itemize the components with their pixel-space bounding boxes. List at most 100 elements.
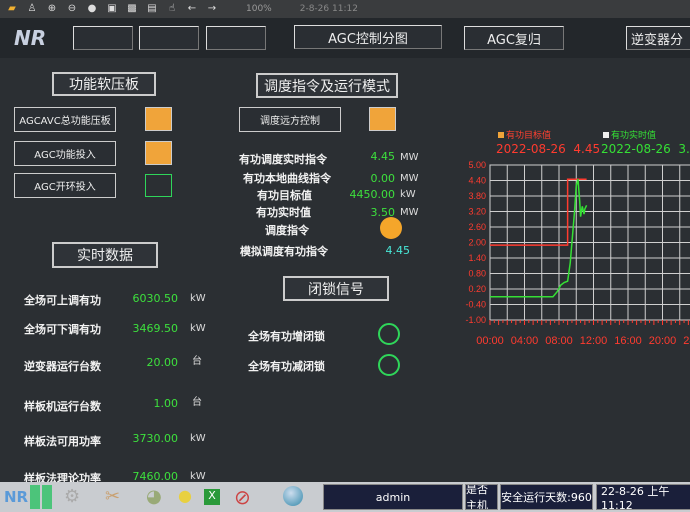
palette-icon[interactable]: ◕ [146, 486, 162, 507]
y-tick-label: 4.40 [468, 176, 486, 186]
value-sample-count: 1.00 [153, 397, 179, 410]
label-sim-dispatch: 模拟调度有功指令 [240, 245, 328, 258]
value-sim-dispatch: 4.45 [385, 244, 411, 257]
search-tool-icon[interactable]: ⊘ [234, 485, 251, 509]
nav-blank-3[interactable] [206, 26, 266, 50]
legend-target-label: 有功目标值 [506, 131, 552, 141]
lock-title: 闭锁信号 [283, 276, 389, 301]
y-tick-label: 3.20 [468, 207, 486, 217]
x-tick-label: 24:00 [683, 335, 690, 347]
dispatch-title: 调度指令及运行模式 [256, 73, 398, 98]
legend-target: 有功目标值 [498, 128, 551, 141]
target-power-line [490, 178, 587, 246]
unit-dispatch-rt: MW [400, 152, 419, 163]
unit-target: kW [400, 189, 416, 200]
x-tick-label: 00:00 [476, 335, 504, 347]
unit-sample-theory: kW [190, 471, 206, 482]
unit-inverter-count: 台 [192, 356, 202, 367]
zoom-fit-icon[interactable]: ● [87, 3, 97, 14]
x-tick-label: 08:00 [545, 335, 573, 347]
zoom-out-icon[interactable]: ⊖ [67, 3, 77, 14]
actual-power-line [490, 179, 588, 298]
unit-local-curve: MW [400, 173, 419, 184]
realtime-title: 实时数据 [52, 242, 158, 268]
dispatch-remote-indicator [369, 107, 396, 131]
value-up-power: 6030.50 [132, 292, 179, 305]
legend-target-swatch [498, 132, 504, 138]
nr-logo: NR [14, 26, 47, 50]
dispatch-cmd-indicator [380, 217, 402, 239]
export-icon[interactable]: ▤ [147, 3, 157, 14]
latest-target: 2022-08-26 4.45 [496, 142, 601, 156]
label-inc-lock: 全场有功增闭锁 [248, 330, 325, 343]
label-actual: 有功实时值 [256, 206, 311, 219]
label-dispatch-rt: 有功调度实时指令 [239, 153, 327, 166]
legend-actual-label: 有功实时值 [611, 131, 657, 141]
forward-arrow-icon[interactable]: → [207, 3, 217, 14]
value-dispatch-rt: 4.45 [370, 150, 396, 163]
y-tick-label: -1.00 [465, 315, 486, 325]
x-tick-label: 12:00 [580, 335, 608, 347]
y-tick-label: 2.00 [468, 238, 486, 248]
legend-actual: 有功实时值 [603, 128, 656, 141]
apps-grid-icon[interactable] [30, 485, 52, 509]
back-arrow-icon[interactable]: ← [187, 3, 197, 14]
x-tick-label: 04:00 [511, 335, 539, 347]
agc-openloop-indicator [145, 174, 172, 197]
host-box: 是否主机 [465, 484, 498, 510]
fullscreen-icon[interactable]: ▩ [127, 3, 137, 14]
value-sample-theory: 7460.00 [132, 470, 179, 483]
label-dec-lock: 全场有功减闭锁 [248, 360, 325, 373]
nr-start-icon[interactable]: NR [4, 488, 29, 506]
print-icon[interactable]: ♙ [27, 3, 37, 14]
legend-actual-swatch [603, 132, 609, 138]
agc-enable-button[interactable]: AGC功能投入 [14, 141, 116, 166]
x-tick-label: 20:00 [649, 335, 677, 347]
label-target: 有功目标值 [257, 189, 312, 202]
toolbar-time: 2-8-26 11:12 [299, 4, 358, 14]
label-sample-available: 样板法可用功率 [24, 435, 101, 448]
agc-enable-indicator [145, 141, 172, 165]
datetime-box: 22-8-26 上午11:12 [596, 484, 690, 512]
safe-days-box: 安全运行天数:960 [500, 484, 593, 510]
agc-openloop-button[interactable]: AGC开环投入 [14, 173, 116, 198]
nav-blank-2[interactable] [139, 26, 199, 50]
tab-agc-control[interactable]: AGC控制分图 [294, 25, 442, 49]
zoom-level[interactable]: 100% [246, 4, 272, 14]
y-tick-label: 5.00 [468, 160, 486, 170]
nav-blank-1[interactable] [73, 26, 133, 50]
y-tick-label: 2.60 [468, 222, 486, 232]
folder-icon[interactable]: ▰ [8, 3, 16, 14]
value-actual: 3.50 [370, 206, 396, 219]
y-tick-label: 1.40 [468, 253, 486, 263]
y-tick-label: -0.40 [465, 300, 486, 310]
dispatch-remote-button[interactable]: 调度远方控制 [239, 107, 341, 132]
value-target: 4450.00 [349, 188, 396, 201]
actual-size-icon[interactable]: ▣ [107, 3, 117, 14]
user-box[interactable]: admin [323, 484, 463, 510]
tab-agc-reset[interactable]: AGC复归 [464, 26, 564, 50]
latest-actual: 2022-08-26 3.44 [601, 142, 690, 156]
label-local-curve: 有功本地曲线指令 [243, 172, 331, 185]
settings-icon[interactable]: ⚙ [64, 486, 81, 507]
label-inverter-count: 逆变器运行台数 [24, 360, 101, 373]
unit-down-power: kW [190, 323, 206, 334]
soft-plate-title: 功能软压板 [52, 72, 156, 96]
tools-icon[interactable]: ✂ [105, 486, 121, 507]
excel-icon[interactable]: X [204, 489, 220, 505]
unit-sample-available: kW [190, 433, 206, 444]
y-tick-label: 0.80 [468, 269, 486, 279]
value-inverter-count: 20.00 [146, 356, 179, 369]
pointer-icon[interactable]: ☝ [168, 3, 176, 14]
tab-inverter[interactable]: 逆变器分 [626, 26, 690, 50]
unit-sample-count: 台 [192, 397, 202, 408]
label-down-power: 全场可下调有功 [24, 323, 101, 336]
globe-icon[interactable] [283, 486, 303, 506]
zoom-in-icon[interactable]: ⊕ [47, 3, 57, 14]
y-tick-label: 3.80 [468, 191, 486, 201]
nav-bar: NR AGC控制分图 AGC复归 逆变器分 [0, 18, 690, 58]
value-sample-available: 3730.00 [132, 432, 179, 445]
inc-lock-indicator [378, 323, 400, 345]
lightbulb-icon[interactable]: ● [178, 486, 192, 505]
agcavc-plate-button[interactable]: AGCAVC总功能压板 [14, 107, 116, 132]
